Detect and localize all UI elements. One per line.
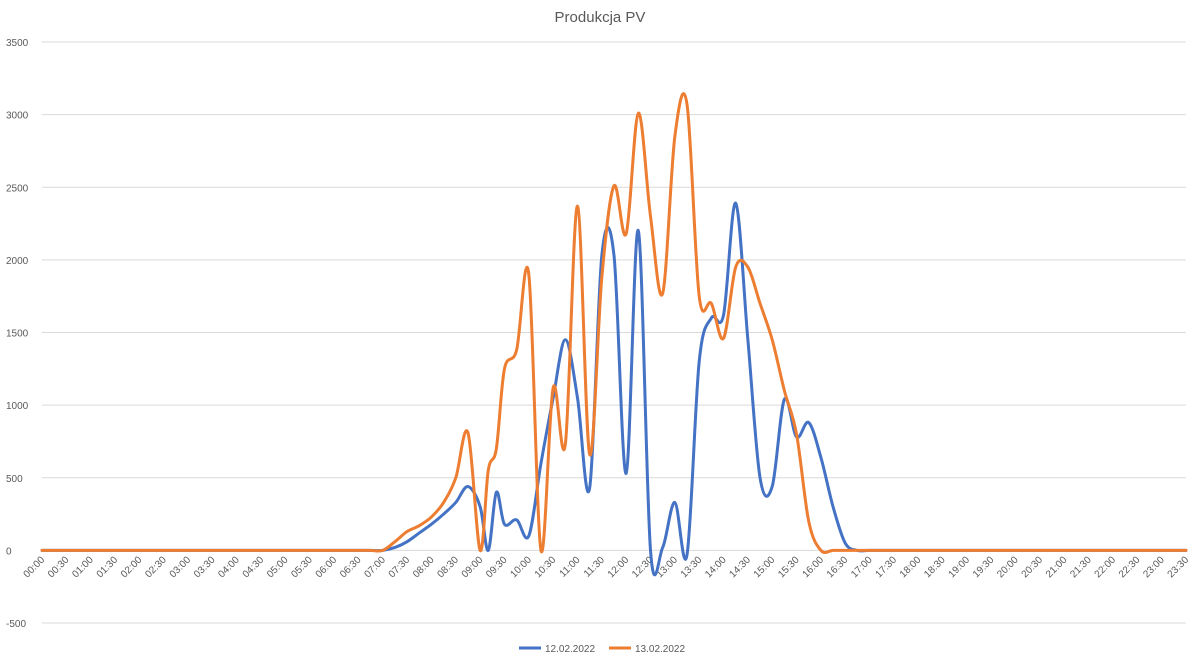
x-tick-label: 18:30 <box>922 554 948 580</box>
x-axis-ticks: 00:0000:3001:0001:3002:0002:3003:0003:30… <box>22 554 1192 580</box>
y-tick-label: 2500 <box>6 183 29 194</box>
x-tick-label: 02:30 <box>143 554 169 580</box>
x-tick-label: 00:00 <box>22 554 48 580</box>
legend-label: 12.02.2022 <box>545 644 595 655</box>
x-tick-label: 00:30 <box>46 554 72 580</box>
x-tick-label: 10:30 <box>533 554 559 580</box>
x-tick-label: 11:00 <box>558 554 583 579</box>
series-line-2 <box>40 92 1188 555</box>
x-tick-label: 01:00 <box>70 554 96 580</box>
series-line-1 <box>40 201 1188 577</box>
x-tick-label: 16:30 <box>825 554 851 580</box>
y-tick-label: 3500 <box>6 38 29 49</box>
y-tick-label: 2000 <box>6 256 29 267</box>
chart-title: Produkcja PV <box>555 9 646 26</box>
series-lines <box>40 92 1188 577</box>
x-tick-label: 19:30 <box>971 554 997 580</box>
x-tick-label: 21:00 <box>1044 554 1070 580</box>
grid <box>42 41 1186 624</box>
x-tick-label: 08:30 <box>435 554 461 580</box>
x-tick-label: 04:30 <box>241 554 267 580</box>
x-tick-label: 07:00 <box>362 554 388 580</box>
x-tick-label: 06:30 <box>338 554 364 580</box>
x-tick-label: 22:30 <box>1117 554 1143 580</box>
x-tick-label: 19:00 <box>947 554 973 580</box>
x-tick-label: 15:00 <box>752 554 778 580</box>
x-tick-label: 13:30 <box>679 554 705 580</box>
x-tick-label: 20:00 <box>995 554 1021 580</box>
x-tick-label: 14:30 <box>728 554 754 580</box>
x-tick-label: 23:30 <box>1166 554 1192 580</box>
x-tick-label: 20:30 <box>1020 554 1046 580</box>
x-tick-label: 23:00 <box>1141 554 1167 580</box>
legend: 12.02.2022 13.02.2022 <box>519 644 685 655</box>
x-tick-label: 09:30 <box>484 554 510 580</box>
x-tick-label: 15:30 <box>776 554 802 580</box>
x-tick-label: 02:00 <box>119 554 145 580</box>
x-tick-label: 17:00 <box>849 554 875 580</box>
x-tick-label: 01:30 <box>95 554 121 580</box>
legend-label: 13.02.2022 <box>635 644 685 655</box>
x-tick-label: 08:00 <box>411 554 437 580</box>
x-tick-label: 12:00 <box>606 554 632 580</box>
x-tick-label: 04:00 <box>216 554 242 580</box>
x-tick-label: 16:00 <box>801 554 827 580</box>
x-tick-label: 10:00 <box>508 554 534 580</box>
x-tick-label: 21:30 <box>1068 554 1094 580</box>
x-tick-label: 17:30 <box>874 554 900 580</box>
x-tick-label: 03:30 <box>192 554 218 580</box>
x-tick-label: 09:00 <box>460 554 486 580</box>
y-tick-label: 0 <box>6 546 12 557</box>
x-tick-label: 05:30 <box>289 554 315 580</box>
x-tick-label: 14:00 <box>703 554 729 580</box>
y-tick-label: 1000 <box>6 401 29 412</box>
x-tick-label: 05:00 <box>265 554 291 580</box>
x-tick-label: 18:00 <box>898 554 924 580</box>
x-tick-label: 06:00 <box>314 554 340 580</box>
x-tick-label: 11:30 <box>582 554 607 579</box>
y-tick-label: -500 <box>6 619 26 630</box>
y-tick-label: 1500 <box>6 329 29 340</box>
x-tick-label: 07:30 <box>387 554 413 580</box>
x-tick-label: 22:00 <box>1093 554 1119 580</box>
y-tick-label: 3000 <box>6 111 29 122</box>
x-tick-label: 03:00 <box>168 554 194 580</box>
y-axis-ticks: -500 0 500 1000 1500 2000 2500 3000 3500 <box>6 38 29 630</box>
y-tick-label: 500 <box>6 474 23 485</box>
